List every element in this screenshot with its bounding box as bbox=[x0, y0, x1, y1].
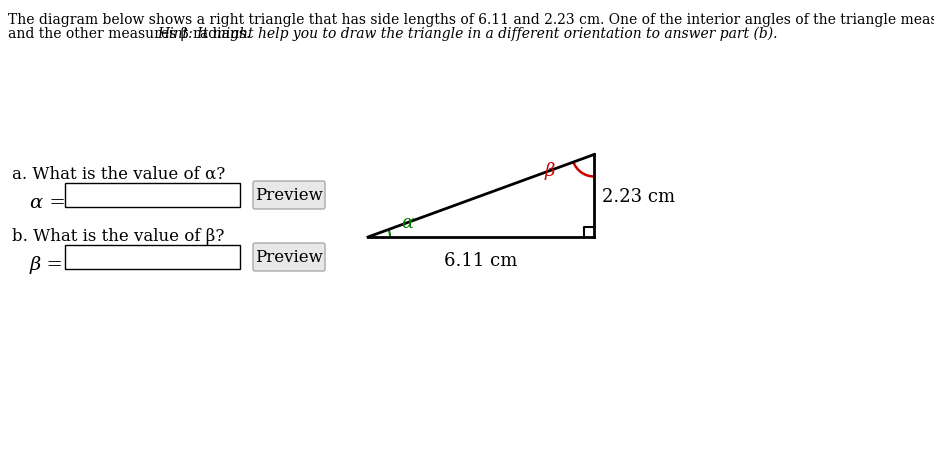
Text: 6.11 cm: 6.11 cm bbox=[445, 252, 517, 269]
Text: α: α bbox=[401, 213, 413, 232]
Text: β: β bbox=[545, 162, 555, 179]
Text: α =: α = bbox=[30, 193, 65, 212]
Text: Preview: Preview bbox=[255, 249, 323, 266]
FancyBboxPatch shape bbox=[65, 245, 240, 269]
FancyBboxPatch shape bbox=[65, 184, 240, 207]
Text: β =: β = bbox=[30, 255, 64, 273]
Text: The diagram below shows a right triangle that has side lengths of 6.11 and 2.23 : The diagram below shows a right triangle… bbox=[8, 13, 934, 27]
Text: 2.23 cm: 2.23 cm bbox=[602, 187, 675, 205]
FancyBboxPatch shape bbox=[253, 182, 325, 210]
Text: and the other measures β radians.: and the other measures β radians. bbox=[8, 27, 255, 41]
Text: a. What is the value of α?: a. What is the value of α? bbox=[12, 166, 225, 182]
FancyBboxPatch shape bbox=[253, 243, 325, 271]
Text: b. What is the value of β?: b. What is the value of β? bbox=[12, 228, 224, 244]
Text: Preview: Preview bbox=[255, 187, 323, 204]
Text: Hint: It might help you to draw the triangle in a different orientation to answe: Hint: It might help you to draw the tria… bbox=[157, 27, 777, 41]
